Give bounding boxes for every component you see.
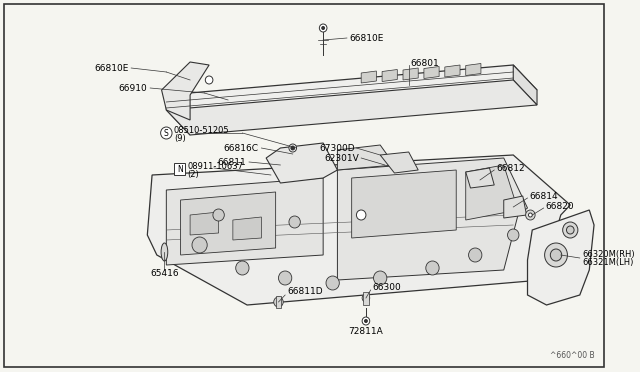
Circle shape	[365, 320, 367, 323]
Circle shape	[426, 261, 439, 275]
Circle shape	[362, 294, 370, 302]
Text: 72811A: 72811A	[349, 327, 383, 337]
Polygon shape	[361, 71, 376, 83]
Circle shape	[508, 229, 519, 241]
Text: S: S	[164, 128, 169, 138]
Ellipse shape	[161, 243, 168, 261]
Polygon shape	[233, 217, 261, 240]
Circle shape	[192, 237, 207, 253]
Text: 66820: 66820	[545, 202, 574, 211]
Circle shape	[468, 248, 482, 262]
Text: 65416: 65416	[150, 269, 179, 278]
Circle shape	[362, 317, 370, 325]
Text: (2): (2)	[188, 170, 199, 179]
Text: 66910: 66910	[118, 83, 147, 93]
Polygon shape	[466, 168, 494, 188]
Polygon shape	[166, 80, 537, 135]
Polygon shape	[504, 196, 527, 218]
Polygon shape	[363, 292, 369, 305]
Polygon shape	[351, 170, 456, 238]
Text: 08911-10637: 08911-10637	[188, 161, 243, 170]
Text: 66816C: 66816C	[223, 144, 259, 153]
Text: 67300D: 67300D	[319, 144, 355, 153]
Text: N: N	[177, 164, 182, 173]
Circle shape	[236, 261, 249, 275]
Polygon shape	[445, 65, 460, 77]
Circle shape	[213, 209, 224, 221]
Text: 66814: 66814	[529, 192, 558, 201]
Circle shape	[326, 276, 339, 290]
Text: 08510-51205: 08510-51205	[174, 125, 230, 135]
Polygon shape	[382, 70, 397, 81]
Polygon shape	[166, 65, 537, 120]
Circle shape	[274, 297, 284, 307]
Polygon shape	[190, 212, 219, 235]
Text: 66810E: 66810E	[350, 33, 384, 42]
Circle shape	[322, 26, 324, 29]
Circle shape	[563, 222, 578, 238]
Text: 66812: 66812	[496, 164, 525, 173]
Text: 66321M(LH): 66321M(LH)	[582, 259, 634, 267]
Text: 62301V: 62301V	[324, 154, 359, 163]
Text: 66801: 66801	[411, 58, 439, 67]
Polygon shape	[337, 158, 527, 280]
Circle shape	[291, 146, 294, 150]
Polygon shape	[466, 165, 518, 220]
Circle shape	[319, 24, 327, 32]
Polygon shape	[180, 192, 276, 255]
Circle shape	[278, 271, 292, 285]
Polygon shape	[147, 155, 570, 305]
Polygon shape	[166, 178, 323, 265]
Text: 66300: 66300	[372, 283, 401, 292]
Polygon shape	[337, 145, 394, 170]
Text: 66811D: 66811D	[287, 288, 323, 296]
Circle shape	[566, 226, 574, 234]
Circle shape	[356, 210, 366, 220]
Polygon shape	[527, 210, 594, 305]
Text: 66810E: 66810E	[94, 64, 128, 73]
Polygon shape	[380, 152, 418, 173]
Polygon shape	[161, 62, 209, 120]
Circle shape	[289, 144, 296, 152]
Text: ^660^00 B: ^660^00 B	[550, 351, 595, 360]
Text: (9): (9)	[174, 134, 186, 142]
Circle shape	[161, 127, 172, 139]
Polygon shape	[466, 64, 481, 76]
Circle shape	[205, 76, 213, 84]
Polygon shape	[276, 296, 282, 308]
Polygon shape	[424, 67, 439, 78]
Circle shape	[550, 249, 562, 261]
Polygon shape	[513, 65, 537, 105]
Circle shape	[525, 210, 535, 220]
Circle shape	[374, 271, 387, 285]
Polygon shape	[166, 95, 190, 135]
FancyBboxPatch shape	[174, 163, 186, 175]
Text: 66811: 66811	[218, 157, 246, 167]
Circle shape	[545, 243, 568, 267]
Circle shape	[289, 216, 300, 228]
Polygon shape	[266, 143, 337, 183]
Text: 66320M(RH): 66320M(RH)	[582, 250, 636, 259]
Circle shape	[529, 213, 532, 217]
Polygon shape	[403, 68, 418, 80]
